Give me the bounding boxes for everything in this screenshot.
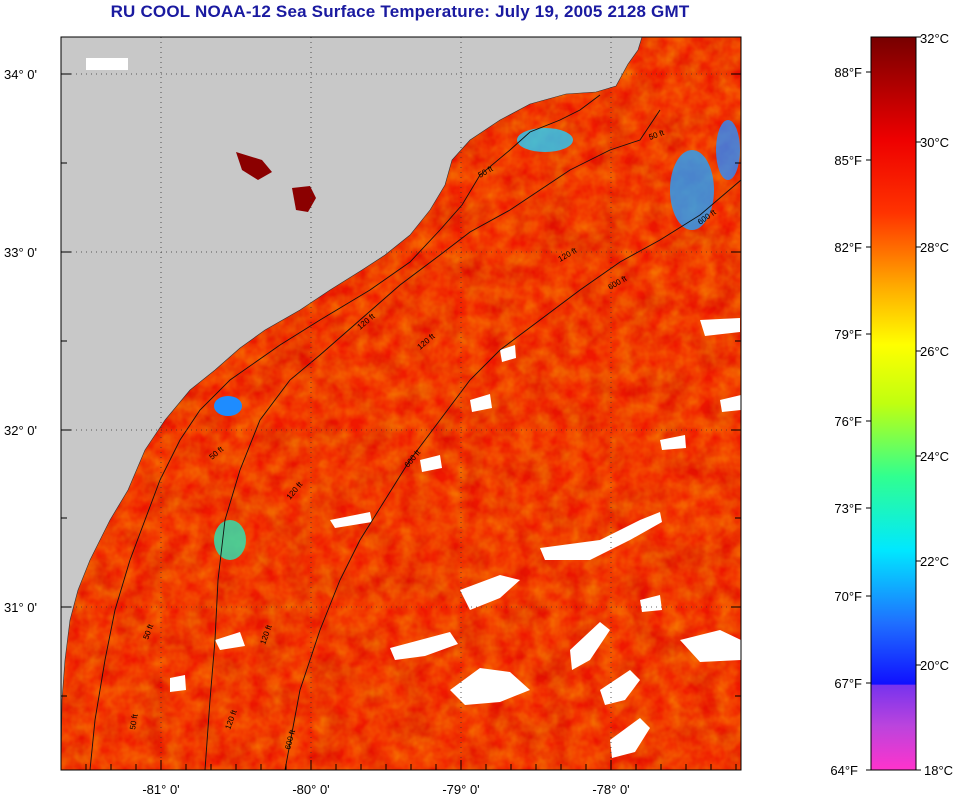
inland-water — [292, 186, 316, 212]
lon-tick-label: -78° 0' — [592, 782, 629, 797]
colorbar-c-label: 22°C — [920, 554, 949, 569]
graticule — [61, 37, 741, 770]
colorbar-f-label: 67°F — [834, 676, 862, 691]
cloud-mask — [170, 318, 741, 758]
isobath-contours — [89, 94, 741, 770]
map-title: RU COOL NOAA-12 Sea Surface Temperature:… — [110, 2, 690, 21]
colorbar-c-label: 26°C — [920, 344, 949, 359]
colorbar-f-label: 85°F — [834, 153, 862, 168]
colorbar: 88°F 85°F 82°F 79°F 76°F 73°F 70°F 67°F … — [830, 31, 953, 778]
colorbar-c-label: 32°C — [920, 31, 949, 46]
no-data-patch — [86, 58, 128, 70]
cool-patch — [670, 150, 714, 230]
lat-tick-label: 34° 0' — [4, 67, 37, 82]
lon-tick-label: -80° 0' — [292, 782, 329, 797]
cool-patch — [517, 128, 573, 152]
colorbar-c-label: 20°C — [920, 658, 949, 673]
cool-patch — [214, 396, 242, 416]
colorbar-f-label: 82°F — [834, 240, 862, 255]
colorbar-f-label: 73°F — [834, 501, 862, 516]
cool-patch — [214, 520, 246, 560]
colorbar-f-label: 79°F — [834, 327, 862, 342]
svg-text:50 ft: 50 ft — [128, 713, 140, 731]
map-frame — [60, 36, 742, 771]
colorbar-f-label: 64°F — [830, 763, 858, 778]
lat-tick-label: 32° 0' — [4, 423, 37, 438]
fahrenheit-labels: 88°F 85°F 82°F 79°F 76°F 73°F 70°F 67°F … — [830, 65, 862, 778]
lon-tick-label: -81° 0' — [142, 782, 179, 797]
celsius-labels: 32°C 30°C 28°C 26°C 24°C 22°C 20°C 18°C — [920, 31, 953, 778]
colorbar-c-label: 18°C — [924, 763, 953, 778]
lon-tick-label: -79° 0' — [442, 782, 479, 797]
land-mass — [61, 37, 643, 770]
colorbar-c-label: 28°C — [920, 240, 949, 255]
lat-axis: 34° 0' 33° 0' 32° 0' 31° 0' — [4, 67, 37, 615]
colorbar-c-label: 24°C — [920, 449, 949, 464]
inland-water — [236, 152, 272, 180]
lon-axis: -81° 0' -80° 0' -79° 0' -78° 0' — [142, 782, 629, 797]
colorbar-c-label: 30°C — [920, 135, 949, 150]
colorbar-gradient — [870, 36, 917, 771]
lat-tick-label: 33° 0' — [4, 245, 37, 260]
cool-patch — [716, 120, 740, 180]
lat-tick-label: 31° 0' — [4, 600, 37, 615]
map-area: 50 ft 50 ft 50 ft 50 ft 50 ft 120 ft 120… — [61, 37, 741, 770]
colorbar-f-label: 70°F — [834, 589, 862, 604]
colorbar-f-label: 88°F — [834, 65, 862, 80]
colorbar-f-label: 76°F — [834, 414, 862, 429]
axis-ticks — [61, 73, 741, 770]
